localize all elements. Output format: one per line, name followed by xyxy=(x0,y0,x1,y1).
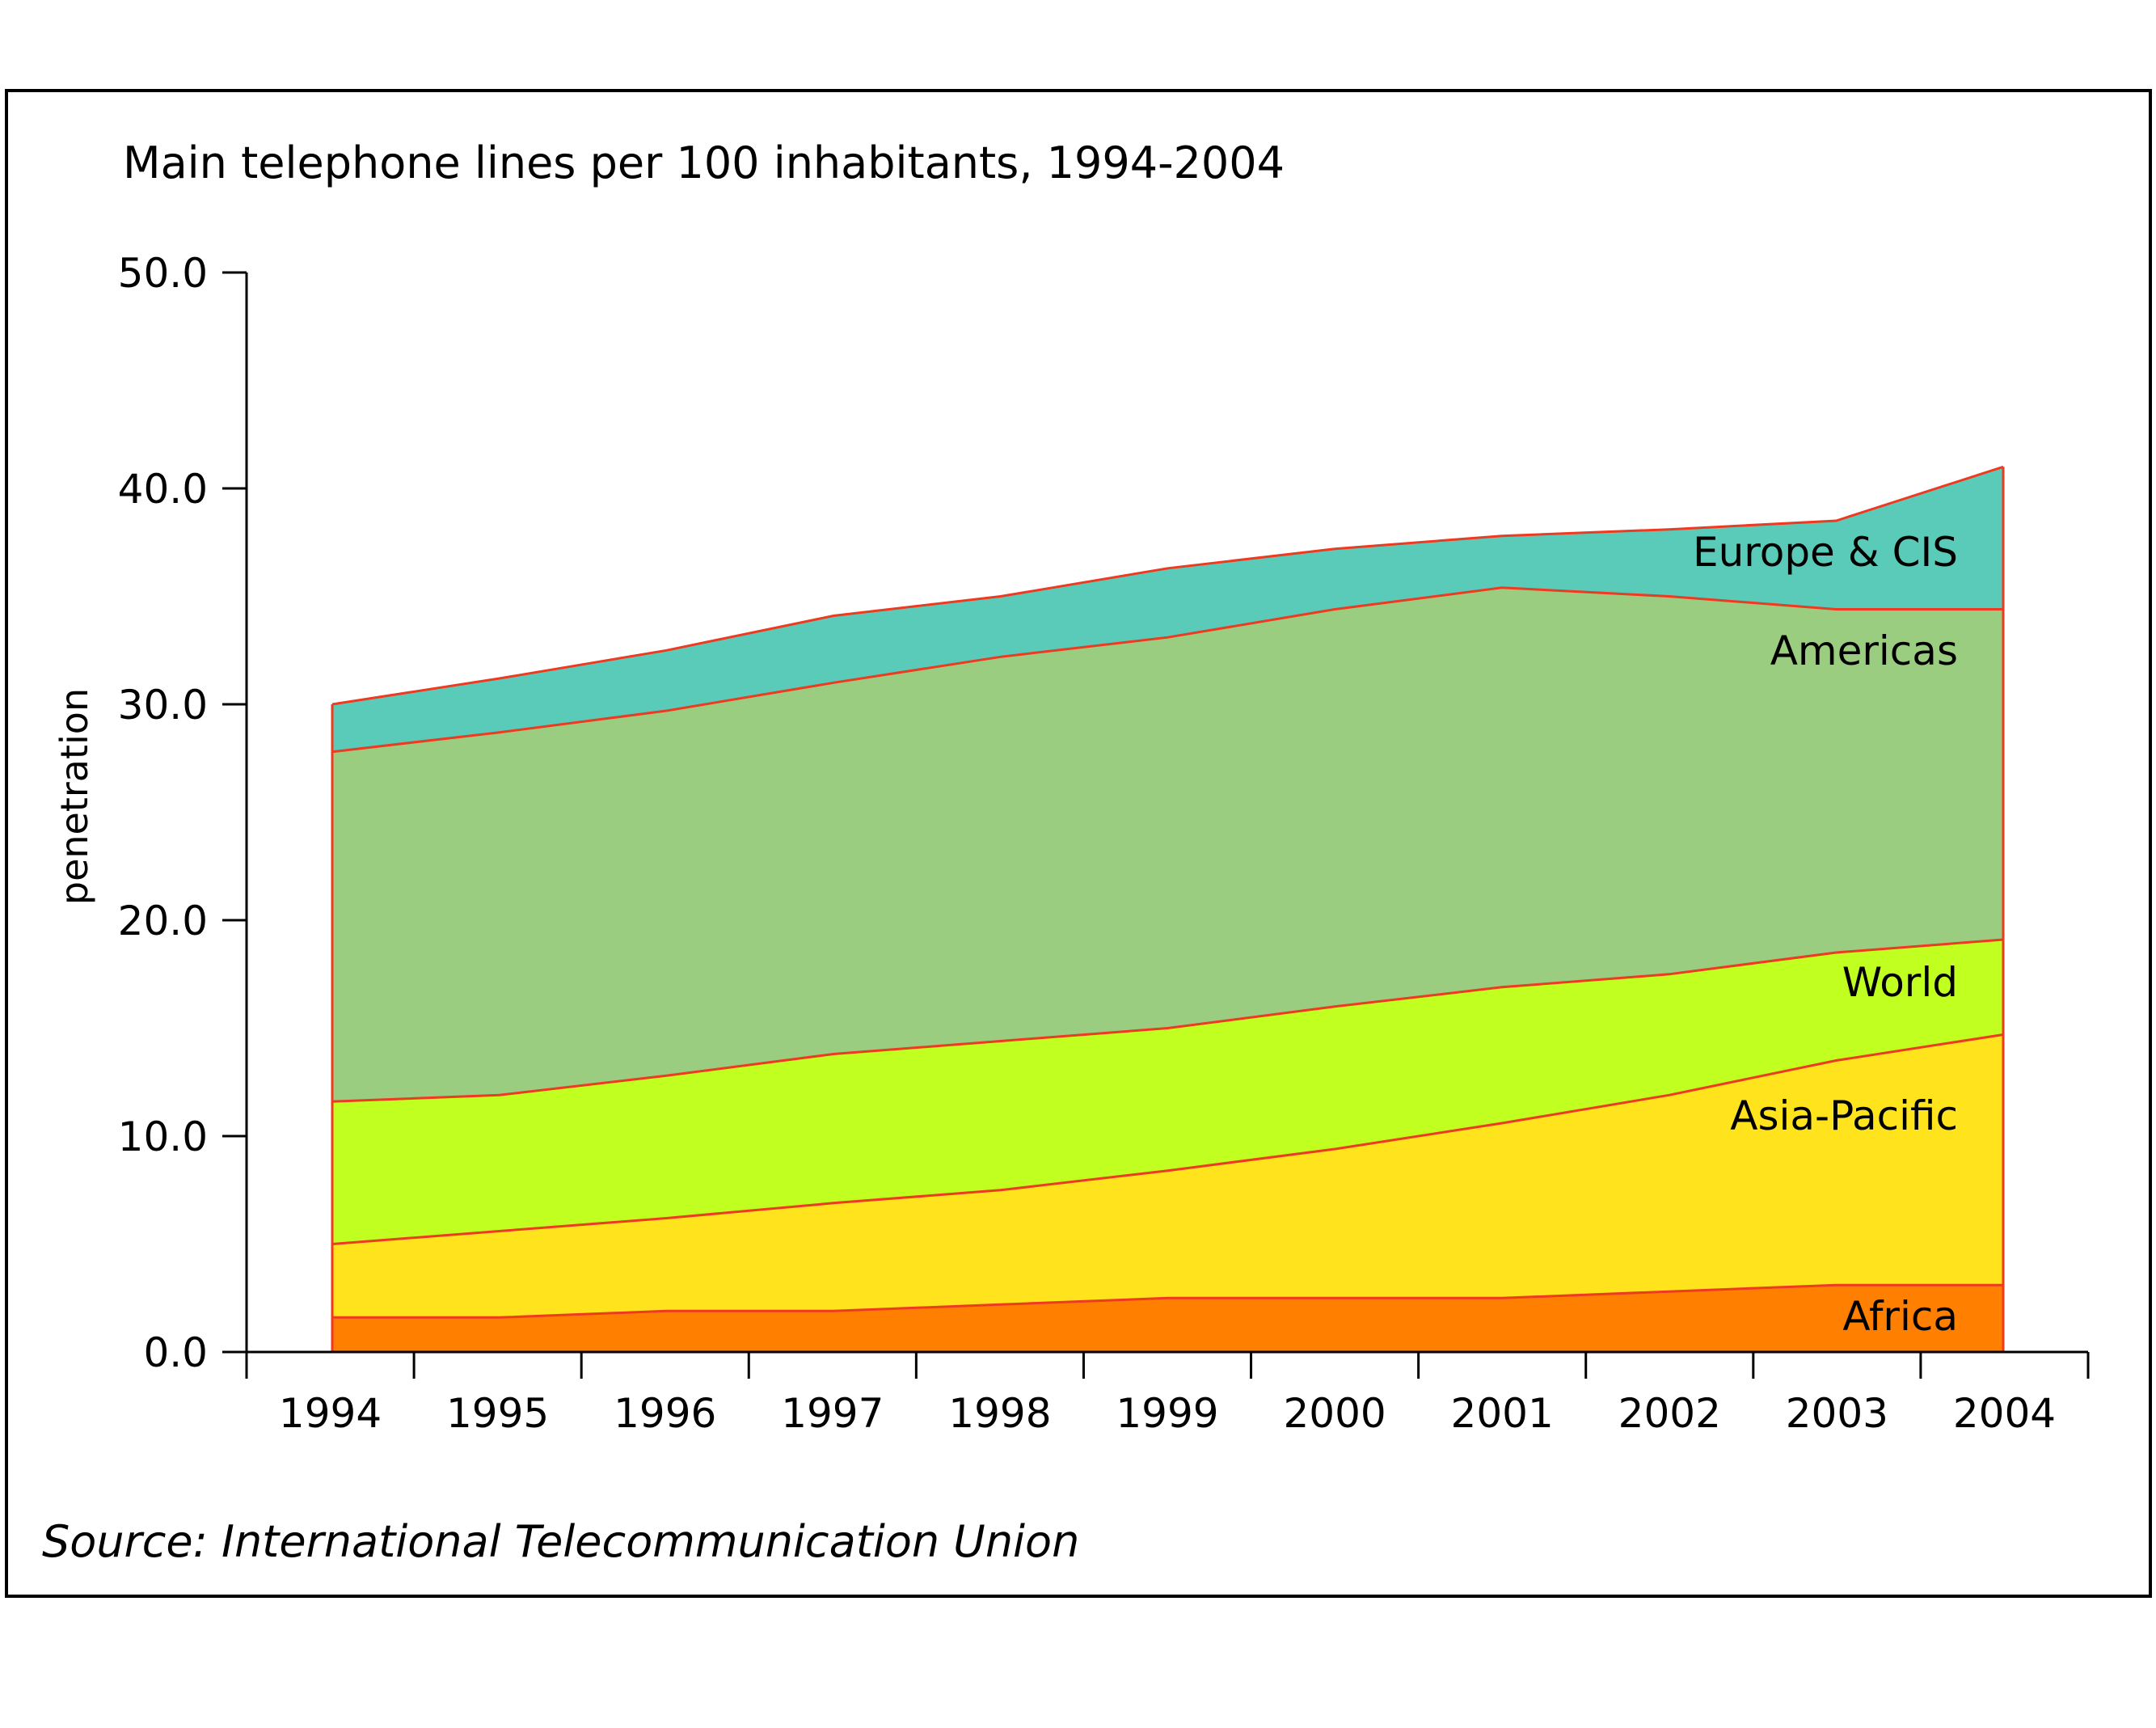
x-tick-label: 2000 xyxy=(1283,1390,1386,1437)
chart-title: Main telephone lines per 100 inhabitants… xyxy=(123,137,1285,188)
series-label-africa: Africa xyxy=(1842,1293,1958,1340)
line-europe-cis xyxy=(331,465,2004,706)
y-axis-label: penetration xyxy=(53,688,96,905)
x-tick-label: 2002 xyxy=(1618,1390,1721,1437)
line-africa xyxy=(332,1283,2003,1319)
line-americas xyxy=(331,586,2003,754)
x-tick-label: 1999 xyxy=(1116,1390,1218,1437)
area-asia-pacific xyxy=(332,1034,2003,1352)
y-tick-label: 10.0 xyxy=(118,1113,208,1160)
series-labels-layer: Europe & CIS Americas World Asia-Pacific Afr… xyxy=(1693,529,1958,1340)
source-note: Source: International Telecommunication … xyxy=(42,1516,1079,1567)
area-africa xyxy=(332,1285,2003,1352)
x-tick-label: 1997 xyxy=(781,1390,884,1437)
series-label-europe-cis: Europe & CIS xyxy=(1693,529,1958,576)
axes-layer: 0.0 10.0 20.0 30.0 40.0 50.0 1994 1995 1996 1997 1… xyxy=(118,250,2090,1437)
series-label-asia-pacific: Asia-Pacific xyxy=(1730,1092,1958,1139)
x-tick-label: 1994 xyxy=(279,1390,382,1437)
line-asia-pacific xyxy=(331,1033,2004,1245)
series-label-americas: Americas xyxy=(1770,627,1958,674)
x-tick-label: 2004 xyxy=(1953,1390,2056,1437)
y-tick-label: 20.0 xyxy=(118,898,208,944)
x-tick-label: 1995 xyxy=(446,1390,549,1437)
y-tick-label: 30.0 xyxy=(118,682,208,729)
y-tick-label: 0.0 xyxy=(143,1329,208,1376)
y-tick-label: 50.0 xyxy=(118,250,208,297)
y-tick-label: 40.0 xyxy=(118,466,208,513)
series-label-world: World xyxy=(1842,959,1958,1006)
x-tick-label: 2001 xyxy=(1451,1390,1554,1437)
x-tick-label: 2003 xyxy=(1786,1390,1888,1437)
areas-layer xyxy=(331,465,2005,1352)
line-world xyxy=(331,938,2004,1103)
x-tick-label: 1998 xyxy=(948,1390,1051,1437)
x-tick-label: 1996 xyxy=(614,1390,716,1437)
